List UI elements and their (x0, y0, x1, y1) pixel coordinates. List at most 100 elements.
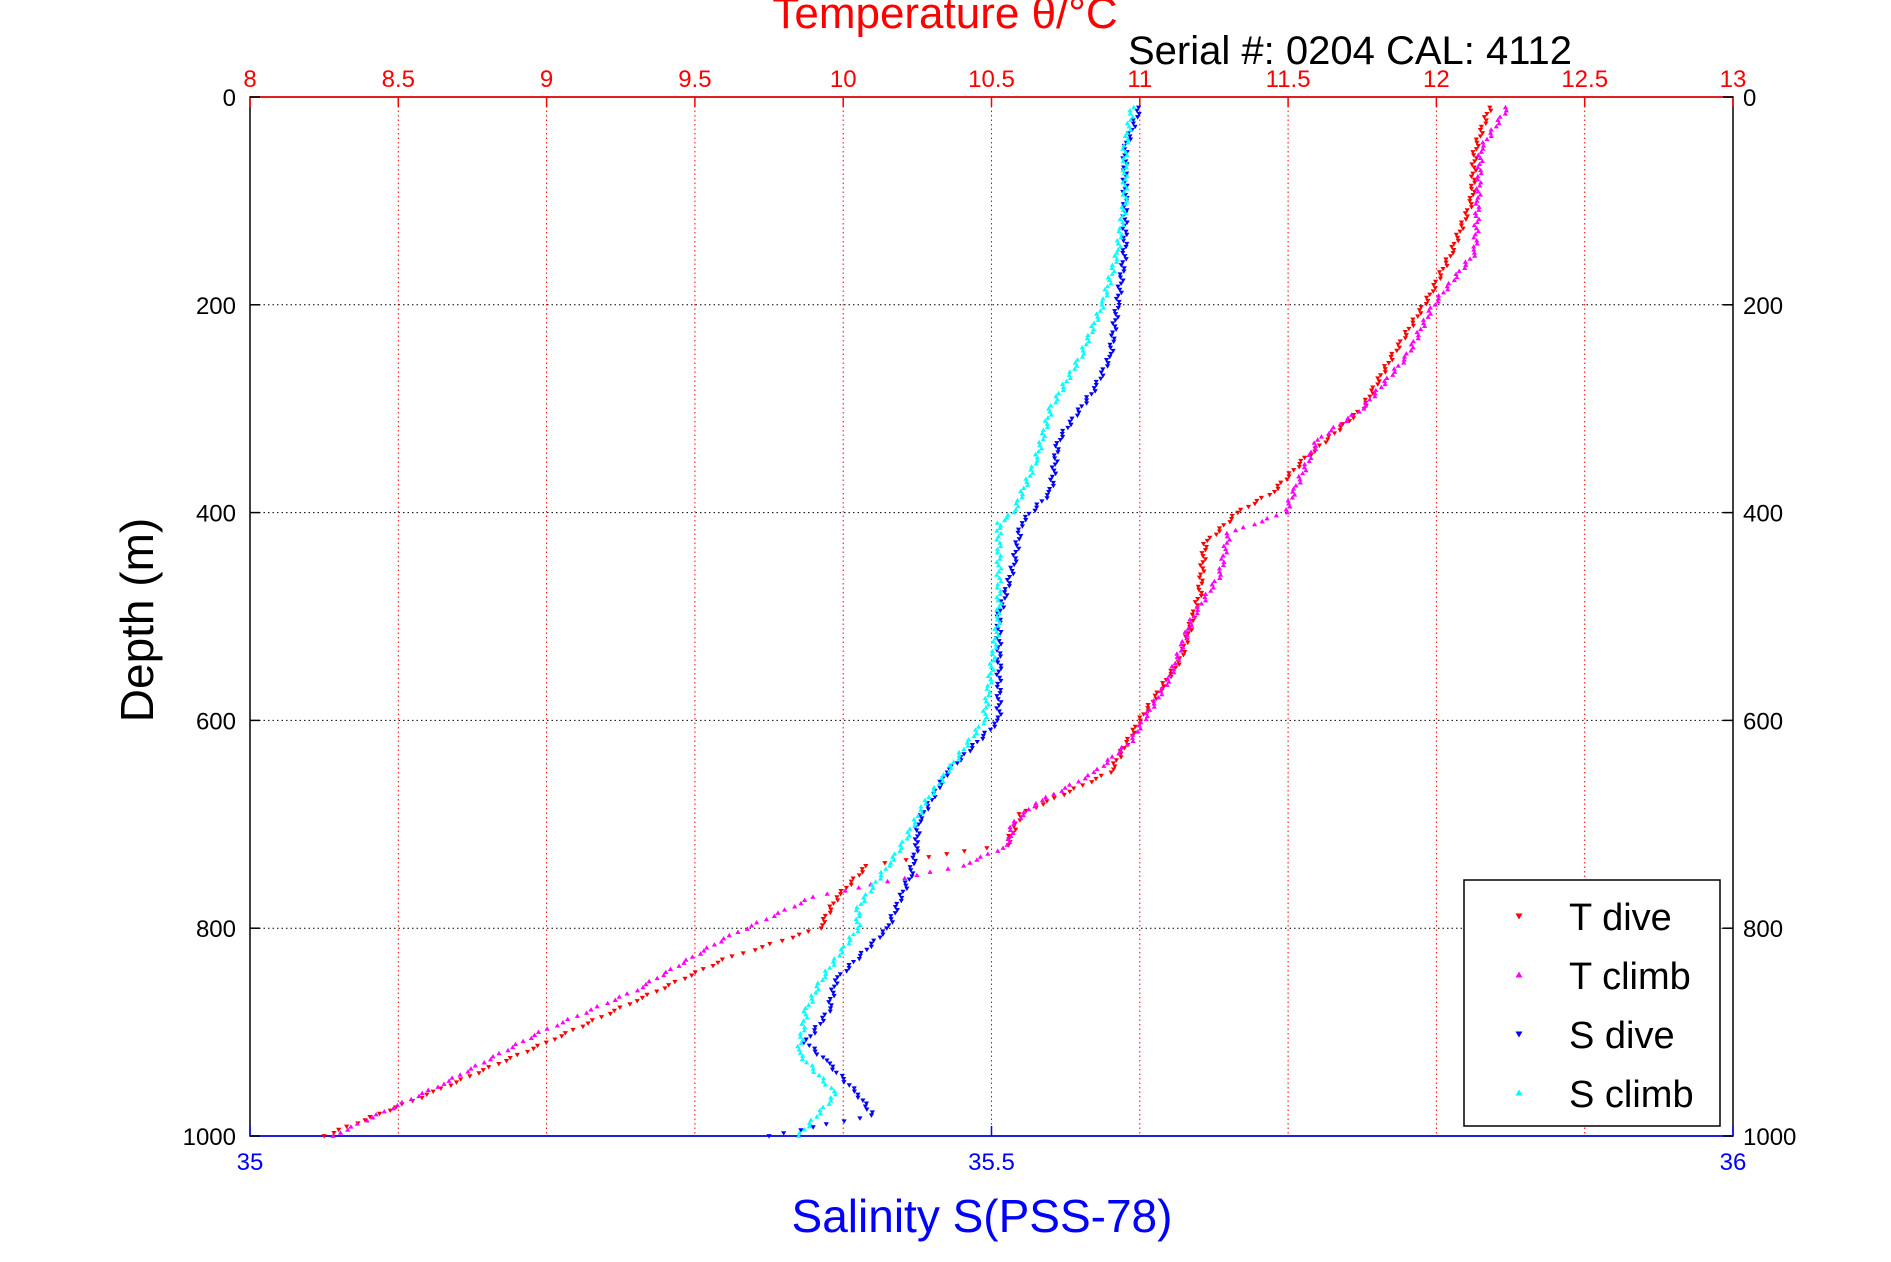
data-point (850, 931, 857, 937)
data-point (1053, 399, 1059, 405)
data-point (1458, 220, 1465, 225)
data-point (1074, 413, 1081, 419)
data-point (1102, 286, 1108, 292)
data-point (863, 864, 869, 869)
data-point (813, 990, 819, 995)
data-point (1105, 283, 1111, 289)
data-point (905, 829, 911, 835)
data-point (701, 948, 707, 953)
data-point (562, 1031, 568, 1036)
data-point (797, 1031, 804, 1036)
data-point (771, 913, 777, 919)
data-point (1109, 265, 1115, 270)
data-point (1367, 394, 1373, 400)
data-point (1275, 483, 1281, 489)
data-point (1284, 510, 1290, 515)
data-point (987, 727, 994, 733)
data-point (1318, 434, 1325, 439)
data-point (481, 1060, 487, 1065)
data-point (779, 938, 785, 944)
data-point (1019, 524, 1025, 529)
data-point (1470, 171, 1476, 176)
data-point (936, 781, 942, 787)
data-point (1460, 226, 1466, 232)
series-layer (321, 104, 1510, 1139)
data-point (535, 1029, 542, 1034)
data-point (1154, 690, 1160, 695)
data-point (985, 851, 991, 856)
data-point (994, 607, 1000, 612)
data-point (1229, 513, 1235, 519)
data-point (992, 654, 998, 660)
data-point (1427, 305, 1433, 310)
data-point (798, 1040, 804, 1046)
data-point (1478, 124, 1485, 130)
data-point (1113, 312, 1119, 317)
data-point (858, 901, 864, 907)
data-point (1267, 492, 1273, 498)
data-point (1228, 517, 1235, 522)
data-point (806, 1043, 812, 1049)
data-point (1019, 494, 1025, 500)
data-point (1124, 152, 1130, 157)
data-point (1202, 594, 1208, 600)
data-point (857, 953, 863, 959)
data-point (915, 840, 921, 845)
data-point (826, 1101, 832, 1106)
salinity-tick-label: 36 (1720, 1149, 1747, 1176)
data-point (1123, 161, 1130, 167)
data-point (880, 929, 886, 934)
data-point (1423, 301, 1429, 307)
data-point (869, 882, 875, 887)
data-point (1036, 448, 1042, 454)
data-point (1182, 629, 1188, 634)
data-point (1022, 514, 1028, 520)
data-point (1449, 244, 1455, 250)
data-point (871, 938, 877, 944)
data-point (1194, 610, 1200, 616)
data-point (364, 1118, 370, 1123)
data-point (997, 654, 1004, 659)
data-point (1473, 137, 1479, 142)
data-point (1054, 441, 1060, 446)
data-point (1457, 229, 1463, 235)
data-point (1051, 796, 1057, 801)
data-point (1435, 293, 1442, 298)
data-point (1127, 117, 1134, 122)
data-point (399, 1099, 405, 1105)
data-point (1048, 403, 1054, 408)
data-point (1111, 336, 1117, 342)
data-point (830, 990, 836, 996)
data-point (997, 588, 1004, 593)
data-point (1019, 521, 1025, 526)
data-point (611, 1008, 617, 1014)
data-point (367, 1114, 373, 1120)
data-point (1124, 739, 1130, 745)
data-point (1059, 381, 1066, 387)
data-point (711, 942, 718, 947)
data-point (990, 657, 997, 663)
data-point (1052, 456, 1058, 461)
data-point (1089, 323, 1095, 329)
data-point (605, 1000, 611, 1006)
data-point (1221, 559, 1227, 564)
data-point (908, 868, 914, 873)
data-point (841, 943, 847, 949)
data-point (878, 869, 884, 875)
data-point (1016, 812, 1022, 817)
data-point (1109, 271, 1115, 277)
data-point (1474, 198, 1480, 203)
data-point (719, 957, 725, 962)
data-point (1447, 254, 1454, 259)
data-point (1471, 153, 1477, 158)
data-point (1216, 529, 1223, 534)
data-point (981, 730, 988, 736)
data-point (1497, 114, 1503, 119)
data-point (1002, 587, 1008, 592)
data-point (683, 957, 689, 962)
data-point (931, 791, 937, 796)
data-point (1028, 467, 1034, 472)
data-point (1083, 395, 1090, 400)
data-point (1300, 470, 1306, 476)
data-point (1406, 326, 1412, 332)
